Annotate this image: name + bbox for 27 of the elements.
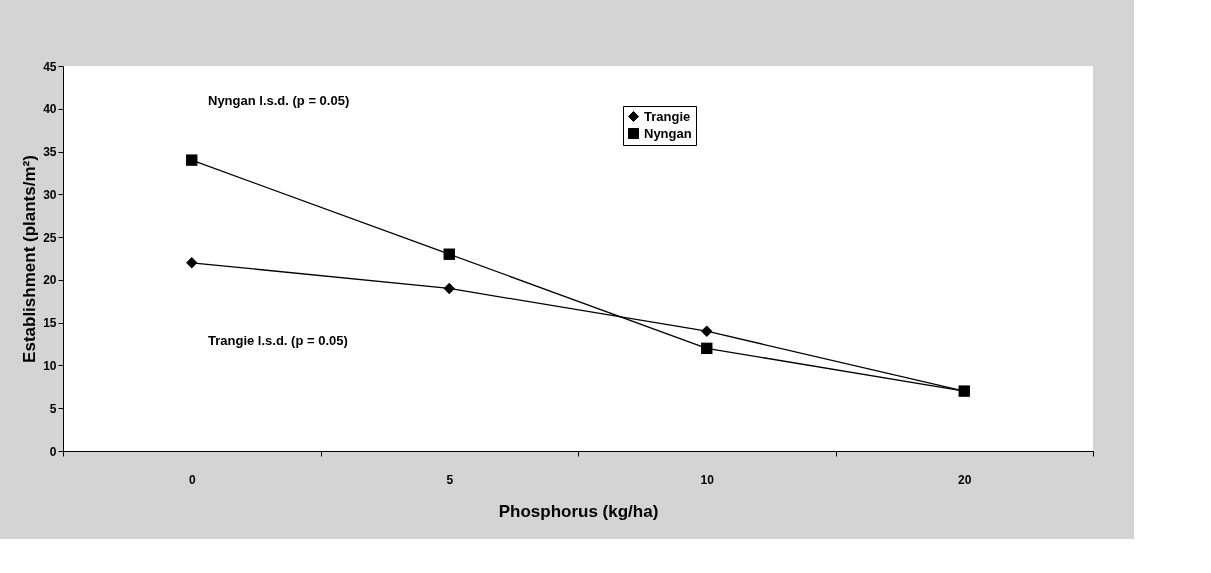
y-tick-label: 0 <box>49 444 57 459</box>
legend-label: Nyngan <box>644 125 692 141</box>
y-tick-label: 20 <box>43 273 57 288</box>
x-axis-title: Phosphorus (kg/ha) <box>498 501 659 521</box>
point <box>958 385 970 397</box>
point <box>186 154 198 166</box>
y-tick-label: 10 <box>43 358 57 373</box>
annotation: Nyngan l.s.d. (p = 0.05) <box>208 93 350 108</box>
y-tick-label: 5 <box>49 401 57 416</box>
annotation: Trangie l.s.d. (p = 0.05) <box>208 333 348 348</box>
y-axis-title: Establishment (plants/m²) <box>20 155 40 363</box>
point <box>443 248 455 260</box>
point <box>443 282 455 295</box>
y-tick-label: 35 <box>43 145 57 160</box>
y-tick-label: 45 <box>43 59 57 74</box>
point <box>701 342 713 355</box>
x-tick-label: 20 <box>958 472 972 487</box>
y-tick-label: 15 <box>43 316 57 331</box>
x-tick-label: 0 <box>188 472 196 487</box>
y-tick-label: 25 <box>43 230 57 245</box>
legend-label: Trangie <box>644 108 691 124</box>
point <box>186 257 198 269</box>
point <box>701 325 713 337</box>
x-tick-label: 5 <box>446 472 454 487</box>
y-tick-label: 40 <box>43 102 57 117</box>
y-tick-label: 30 <box>43 187 57 202</box>
x-tick-label: 10 <box>700 472 715 487</box>
